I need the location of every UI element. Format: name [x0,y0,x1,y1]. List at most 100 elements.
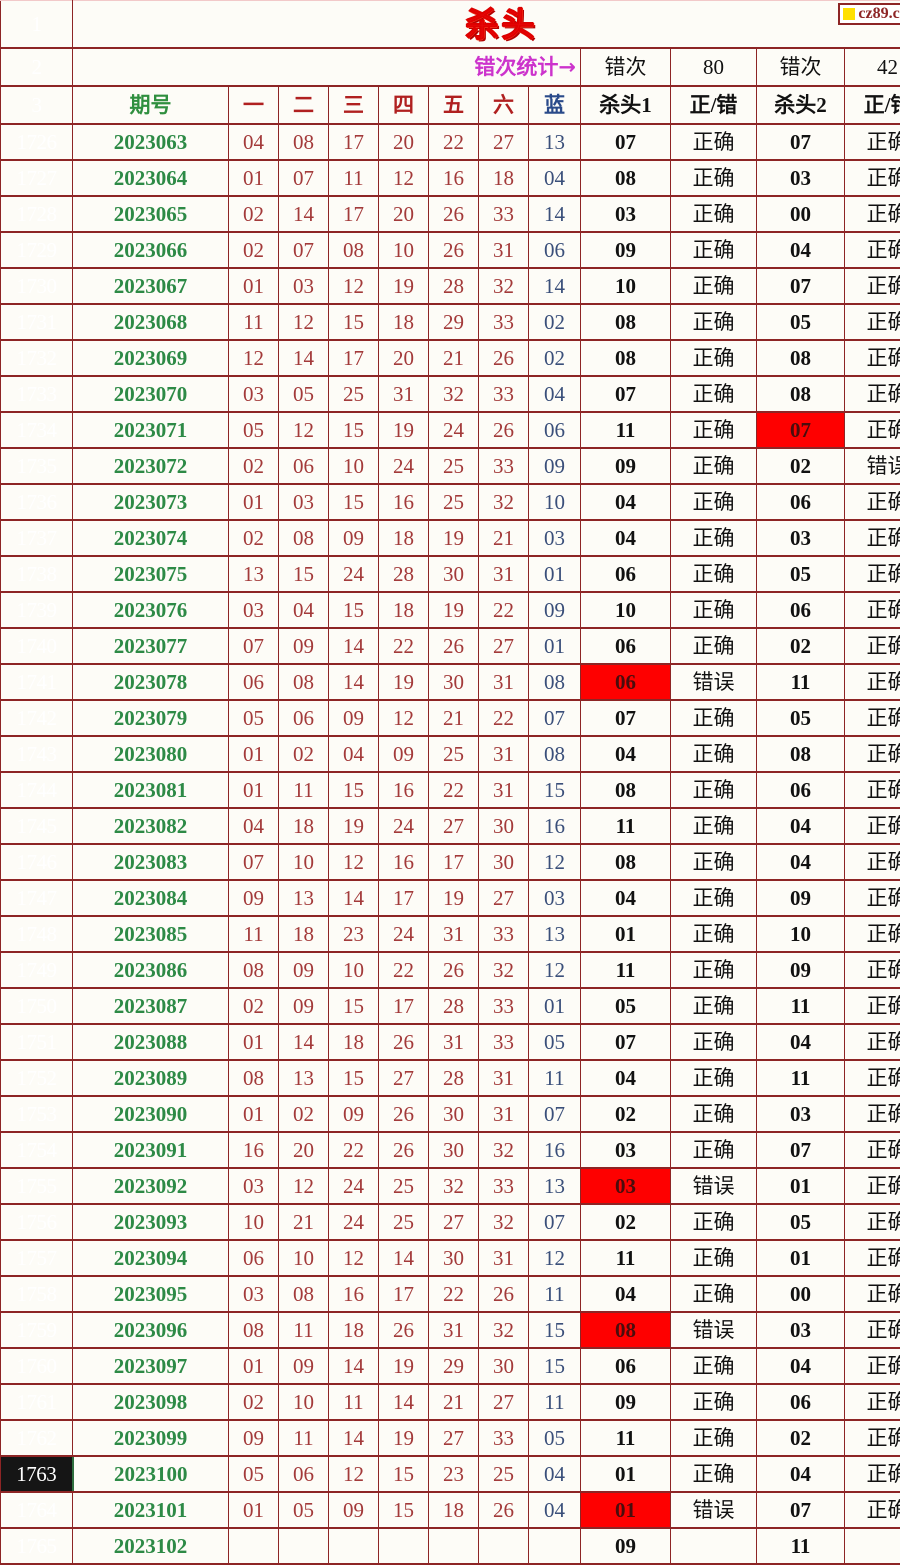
cell-red-ball-4[interactable]: 19 [379,412,429,448]
cell-red-ball-6[interactable]: 32 [479,952,529,988]
cell-red-ball-2[interactable]: 04 [279,592,329,628]
cell-judge1[interactable]: 正确 [671,412,757,448]
cell-red-ball-5[interactable]: 27 [429,808,479,844]
col-header-judge2[interactable]: 正/错 [845,86,900,124]
row-header-index[interactable]: 1734 [1,412,73,448]
table-row[interactable]: 173120230681112151829330208正确05正确 [1,304,900,340]
cell-judge1[interactable]: 正确 [671,484,757,520]
cell-red-ball-3[interactable]: 24 [329,556,379,592]
cell-period-number[interactable]: 2023093 [73,1204,229,1240]
cell-shatou2[interactable]: 11 [757,988,845,1024]
cell-red-ball-4[interactable]: 27 [379,1060,429,1096]
cell-red-ball-4[interactable]: 15 [379,1456,429,1492]
cell-red-ball-6[interactable]: 30 [479,844,529,880]
cell-red-ball-1[interactable]: 02 [229,988,279,1024]
cell-blue-ball[interactable]: 09 [529,592,581,628]
cell-shatou1[interactable]: 04 [581,1060,671,1096]
cell-red-ball-5[interactable]: 26 [429,952,479,988]
cell-shatou1[interactable]: 03 [581,1168,671,1204]
cell-red-ball-1[interactable]: 03 [229,376,279,412]
row-header-index[interactable]: 1752 [1,1060,73,1096]
cell-shatou1[interactable]: 09 [581,1384,671,1420]
cell-blue-ball[interactable]: 13 [529,124,581,160]
cell-red-ball-2[interactable]: 11 [279,1420,329,1456]
table-row[interactable]: 175520230920312242532331303错误01正确 [1,1168,900,1204]
cell-red-ball-4[interactable]: 09 [379,736,429,772]
cell-judge1[interactable]: 正确 [671,196,757,232]
cell-judge2[interactable]: 正确 [845,1456,900,1492]
cell-blue-ball[interactable]: 12 [529,952,581,988]
table-row[interactable]: 175220230890813152728311104正确11正确 [1,1060,900,1096]
cell-red-ball-4[interactable]: 19 [379,268,429,304]
cell-shatou2[interactable]: 07 [757,1132,845,1168]
cell-shatou1[interactable]: 11 [581,412,671,448]
cell-red-ball-6[interactable]: 27 [479,124,529,160]
cell-red-ball-1[interactable]: 02 [229,232,279,268]
cell-judge2[interactable]: 正确 [845,844,900,880]
cell-red-ball-1[interactable]: 06 [229,664,279,700]
cell-red-ball-2[interactable]: 08 [279,664,329,700]
cell-shatou1[interactable]: 07 [581,376,671,412]
cell-shatou1[interactable]: 09 [581,1528,671,1564]
cell-red-ball-2[interactable]: 13 [279,880,329,916]
table-row[interactable]: 176420231010105091518260401错误07正确 [1,1492,900,1528]
cell-shatou2[interactable]: 02 [757,628,845,664]
row-header-index[interactable]: 1730 [1,268,73,304]
cell-period-number[interactable]: 2023071 [73,412,229,448]
col-header-n5[interactable]: 五 [429,86,479,124]
row-header-index[interactable]: 1759 [1,1312,73,1348]
cell-red-ball-1[interactable]: 02 [229,1384,279,1420]
cell-red-ball-2[interactable]: 07 [279,232,329,268]
cell-shatou1[interactable]: 06 [581,664,671,700]
cell-red-ball-4[interactable]: 26 [379,1096,429,1132]
col-header-n2[interactable]: 二 [279,86,329,124]
cell-red-ball-3[interactable]: 12 [329,1456,379,1492]
cell-judge2[interactable]: 正确 [845,1276,900,1312]
cell-red-ball-1[interactable]: 08 [229,1312,279,1348]
cell-red-ball-4[interactable]: 20 [379,340,429,376]
cell-red-ball-5[interactable]: 30 [429,1096,479,1132]
cell-red-ball-1[interactable]: 08 [229,1060,279,1096]
cell-shatou2[interactable]: 04 [757,1456,845,1492]
cell-blue-ball[interactable]: 04 [529,1492,581,1528]
cell-shatou2[interactable]: 00 [757,1276,845,1312]
cell-shatou1[interactable]: 09 [581,448,671,484]
cell-judge2[interactable]: 正确 [845,160,900,196]
cell-shatou2[interactable]: 04 [757,808,845,844]
cell-red-ball-5[interactable]: 28 [429,988,479,1024]
cell-period-number[interactable]: 2023064 [73,160,229,196]
cell-red-ball-4[interactable]: 12 [379,160,429,196]
table-row[interactable]: 173020230670103121928321410正确07正确 [1,268,900,304]
cell-red-ball-2[interactable]: 09 [279,952,329,988]
cell-red-ball-3[interactable]: 04 [329,736,379,772]
cell-red-ball-3[interactable]: 14 [329,664,379,700]
row-header-index[interactable]: 1749 [1,952,73,988]
cell-blue-ball[interactable]: 11 [529,1276,581,1312]
cell-blue-ball[interactable]: 01 [529,628,581,664]
cell-shatou1[interactable]: 03 [581,196,671,232]
cell-blue-ball[interactable]: 05 [529,1024,581,1060]
cell-red-ball-5[interactable]: 30 [429,664,479,700]
cell-shatou1[interactable]: 10 [581,592,671,628]
cell-judge1[interactable]: 正确 [671,1348,757,1384]
row-header-index[interactable]: 1740 [1,628,73,664]
col-header-sha2[interactable]: 杀头2 [757,86,845,124]
cell-judge2[interactable]: 正确 [845,988,900,1024]
cell-red-ball-3[interactable]: 14 [329,628,379,664]
cell-red-ball-3[interactable]: 14 [329,1420,379,1456]
cell-red-ball-3[interactable]: 16 [329,1276,379,1312]
cell-shatou2[interactable]: 05 [757,556,845,592]
cell-shatou2[interactable]: 10 [757,916,845,952]
cell-shatou2[interactable]: 03 [757,160,845,196]
cell-period-number[interactable]: 2023066 [73,232,229,268]
cell-red-ball-3[interactable]: 09 [329,700,379,736]
table-row[interactable]: 173720230740208091819210304正确03正确 [1,520,900,556]
cell-red-ball-6[interactable]: 31 [479,1060,529,1096]
cell-judge2[interactable]: 正确 [845,736,900,772]
cell-period-number[interactable]: 2023097 [73,1348,229,1384]
cell-shatou1[interactable]: 07 [581,700,671,736]
cell-red-ball-6[interactable]: 21 [479,520,529,556]
cell-shatou2[interactable]: 03 [757,1096,845,1132]
table-row[interactable]: 175720230940610121430311211正确01正确 [1,1240,900,1276]
cell-red-ball-6[interactable]: 22 [479,700,529,736]
